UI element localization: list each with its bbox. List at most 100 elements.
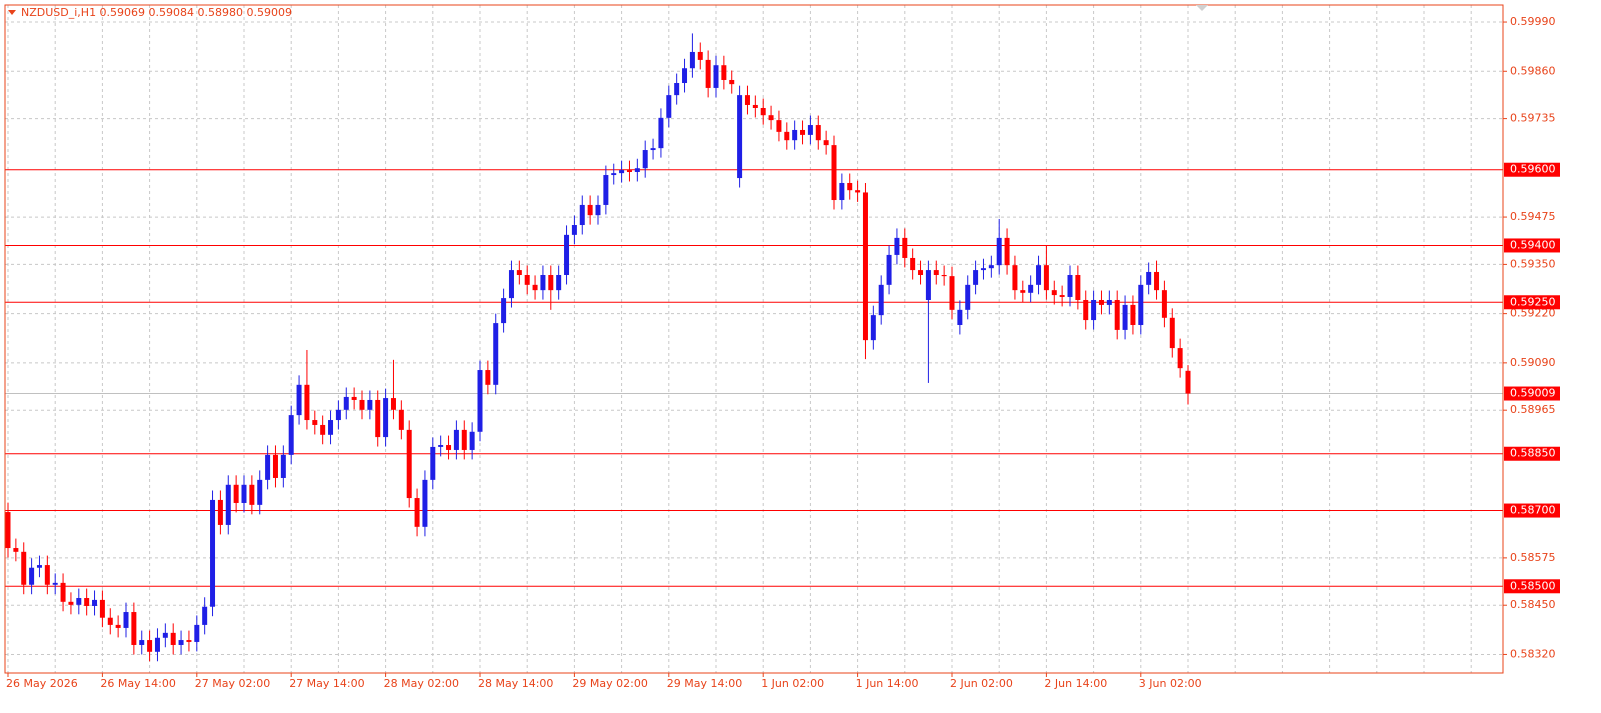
candle-body: [918, 270, 924, 276]
candle-body: [477, 370, 483, 432]
x-tick-label: 2 Jun 14:00: [1044, 677, 1107, 690]
candles-layer: [5, 33, 1191, 662]
candle-body: [21, 551, 27, 585]
candle-body: [296, 384, 302, 416]
candle-body: [595, 204, 601, 216]
candle-body: [453, 429, 459, 450]
level-box: [1504, 295, 1560, 310]
candle-body: [68, 601, 74, 605]
candle-body: [422, 479, 428, 527]
candle-body: [367, 399, 373, 410]
level-label: 0.59600: [1510, 163, 1556, 176]
title-icon: [8, 10, 16, 15]
candle-body: [1059, 295, 1065, 297]
candle-body: [540, 275, 546, 291]
candle-body: [414, 498, 420, 527]
level-box: [1504, 579, 1560, 594]
candle-body: [493, 323, 499, 385]
candle-body: [650, 148, 656, 151]
candle-body: [642, 150, 648, 169]
candle-body: [886, 254, 892, 285]
candle-body: [611, 173, 617, 176]
candle-body: [988, 265, 994, 269]
candle-body: [1122, 304, 1128, 330]
candle-body: [36, 565, 42, 568]
candle-body: [501, 298, 507, 324]
candle-body: [249, 484, 255, 505]
candle-body: [210, 499, 216, 607]
y-tick-label: 0.59220: [1510, 307, 1556, 320]
candle-body: [957, 309, 963, 325]
candle-body: [548, 275, 554, 291]
candle-body: [721, 65, 727, 80]
candle-body: [571, 225, 577, 235]
level-box: [1504, 446, 1560, 461]
candle-body: [729, 79, 735, 85]
x-tick-label: 1 Jun 02:00: [761, 677, 824, 690]
candle-body: [5, 512, 11, 549]
candle-body: [847, 182, 853, 191]
candle-body: [792, 129, 798, 141]
y-tick-label: 0.59475: [1510, 210, 1556, 223]
candle-body: [697, 51, 703, 60]
candle-body: [406, 429, 412, 499]
candle-body: [933, 270, 939, 276]
candle-body: [855, 190, 861, 193]
candle-body: [1177, 348, 1183, 369]
candle-body: [438, 445, 444, 447]
candle-body: [217, 499, 223, 525]
candle-body: [516, 270, 522, 276]
candle-body: [485, 370, 491, 385]
candle-body: [162, 632, 168, 638]
candle-body: [831, 145, 837, 201]
candle-body: [13, 548, 19, 552]
candle-body: [351, 396, 357, 400]
y-tick-label: 0.59860: [1510, 64, 1556, 77]
candle-body: [658, 117, 664, 149]
candle-body: [1004, 237, 1010, 266]
candle-body: [1106, 299, 1112, 305]
candle-body: [925, 270, 931, 300]
candle-body: [398, 409, 404, 430]
x-tick-label: 1 Jun 14:00: [856, 677, 919, 690]
level-box: [1504, 238, 1560, 253]
candle-body: [1067, 275, 1073, 297]
y-tick-label: 0.58320: [1510, 647, 1556, 660]
candle-body: [524, 275, 530, 285]
candle-body: [1036, 265, 1042, 285]
candle-body: [579, 204, 585, 226]
candle-body: [973, 270, 979, 285]
x-tick-label: 29 May 02:00: [572, 677, 647, 690]
candle-body: [257, 479, 263, 505]
candle-body: [862, 192, 868, 341]
candle-body: [304, 384, 310, 421]
candle-body: [634, 168, 640, 172]
candle-body: [123, 612, 129, 628]
levels-layer: [5, 169, 1503, 587]
candle-body: [170, 632, 176, 645]
candle-body: [186, 640, 192, 642]
candle-body: [807, 125, 813, 135]
candle-body: [1169, 317, 1175, 349]
candle-body: [1091, 299, 1097, 321]
candle-body: [343, 396, 349, 410]
candle-body: [776, 120, 782, 132]
candle-body: [1130, 304, 1136, 325]
candle-body: [280, 454, 286, 478]
candle-body: [752, 104, 758, 109]
level-label: 0.59250: [1510, 295, 1556, 308]
candle-body: [335, 409, 341, 421]
level-box: [1504, 503, 1560, 518]
candle-body: [532, 284, 538, 291]
current-price-label: 0.59009: [1510, 387, 1556, 400]
candle-body: [225, 484, 231, 525]
candle-body: [894, 237, 900, 255]
level-label: 0.58500: [1510, 579, 1556, 592]
candle-body: [1043, 265, 1049, 291]
candle-body: [666, 95, 672, 118]
x-tick-label: 28 May 02:00: [384, 677, 459, 690]
candle-body: [52, 582, 58, 585]
x-tick-label: 3 Jun 02:00: [1139, 677, 1202, 690]
